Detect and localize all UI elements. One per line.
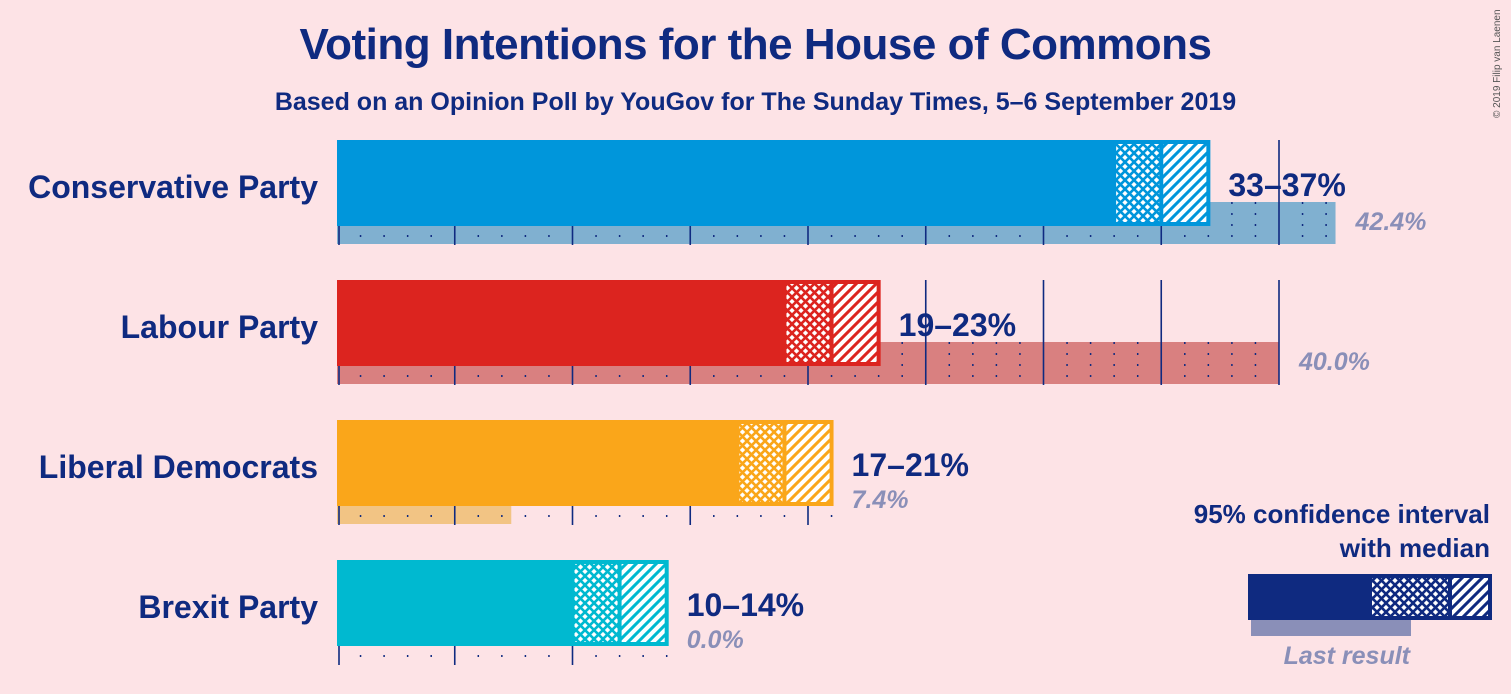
legend-crosshatch (1370, 576, 1450, 618)
ci-lower-segment (737, 422, 785, 504)
ci-upper-segment (619, 562, 667, 644)
chart-title: Voting Intentions for the House of Commo… (299, 20, 1212, 69)
party-label: Liberal Democrats (39, 449, 318, 485)
legend-diagonal (1450, 576, 1490, 618)
ci-upper-segment (1161, 142, 1209, 224)
ci-upper-segment (784, 422, 832, 504)
chart-subtitle: Based on an Opinion Poll by YouGov for T… (274, 88, 1237, 116)
party-label: Labour Party (121, 309, 319, 345)
ci-range-label: 10–14% (687, 587, 804, 623)
party-label: Conservative Party (28, 169, 318, 205)
ci-upper-segment (831, 282, 879, 364)
poll-bar (337, 560, 573, 646)
party-row: Labour Party 19–23% 40.0% (121, 280, 1370, 385)
party-row: Brexit Party 10–14% 0.0% (138, 560, 804, 665)
poll-bar (337, 140, 1115, 226)
legend-last-result-text: Last result (1284, 642, 1412, 670)
ci-lower-segment (1114, 142, 1162, 224)
poll-bar (337, 420, 738, 506)
ci-range-label: 19–23% (899, 307, 1016, 343)
legend-median-text: with median (1339, 533, 1490, 563)
last-result-label: 42.4% (1355, 208, 1427, 236)
legend-solid-bar (1248, 574, 1370, 620)
ci-range-label: 33–37% (1228, 167, 1345, 203)
ci-lower-segment (572, 562, 620, 644)
ci-range-label: 17–21% (852, 447, 969, 483)
poll-bar (337, 280, 785, 366)
legend: 95% confidence interval with median Last r… (1194, 499, 1492, 670)
legend-ci-text: 95% confidence interval (1194, 499, 1490, 529)
party-row: Conservative Party 33–37% 42.4% (28, 140, 1426, 245)
ci-lower-segment (784, 282, 832, 364)
last-result-label: 40.0% (1298, 348, 1370, 376)
last-result-label: 0.0% (687, 626, 744, 654)
last-result-label: 7.4% (852, 486, 909, 514)
legend-outline (1368, 574, 1492, 620)
party-row: Liberal Democrats 17–21% 7.4% (39, 420, 969, 525)
party-label: Brexit Party (138, 589, 318, 625)
